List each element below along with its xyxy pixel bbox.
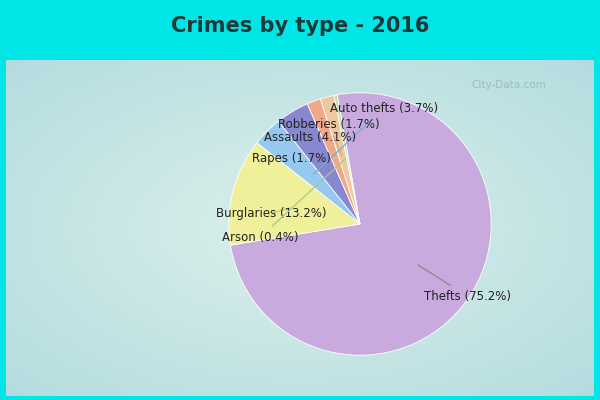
Text: City-Data.com: City-Data.com: [471, 80, 546, 90]
Wedge shape: [307, 99, 360, 224]
Wedge shape: [257, 121, 360, 224]
Wedge shape: [229, 143, 360, 245]
Text: Burglaries (13.2%): Burglaries (13.2%): [215, 207, 326, 220]
Text: Rapes (1.7%): Rapes (1.7%): [253, 152, 336, 165]
Wedge shape: [320, 96, 360, 224]
Text: Thefts (75.2%): Thefts (75.2%): [418, 265, 511, 303]
Text: Auto thefts (3.7%): Auto thefts (3.7%): [314, 102, 437, 174]
Text: Arson (0.4%): Arson (0.4%): [222, 159, 345, 244]
Wedge shape: [334, 95, 360, 224]
Wedge shape: [278, 104, 360, 224]
Text: Robberies (1.7%): Robberies (1.7%): [278, 118, 379, 155]
Text: Assaults (4.1%): Assaults (4.1%): [264, 131, 356, 163]
Wedge shape: [230, 93, 491, 355]
Text: Crimes by type - 2016: Crimes by type - 2016: [171, 16, 429, 36]
